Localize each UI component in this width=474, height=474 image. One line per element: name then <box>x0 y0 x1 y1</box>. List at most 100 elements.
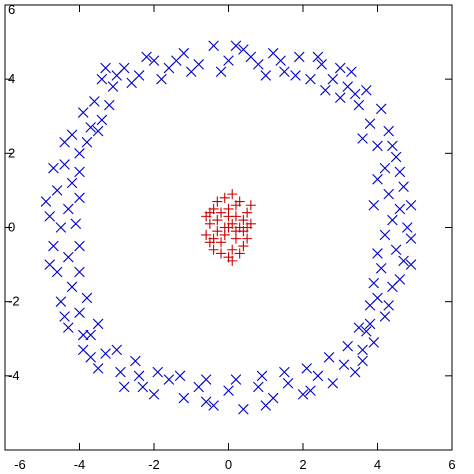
x-marker-point <box>63 251 74 263</box>
plus-marker-point <box>238 215 249 226</box>
x-marker-point <box>260 70 272 81</box>
x-marker-point <box>327 73 339 85</box>
x-marker-point <box>253 381 264 393</box>
x-marker-point <box>383 300 394 311</box>
plus-marker-point <box>216 248 227 259</box>
x-marker-point <box>100 348 111 359</box>
x-marker-point <box>290 70 301 81</box>
x-marker-point <box>118 381 130 393</box>
x-marker-point <box>279 366 290 378</box>
x-marker-point <box>323 352 335 363</box>
x-marker-point <box>387 214 398 226</box>
x-marker-point <box>402 222 413 233</box>
x-marker-point <box>361 326 372 337</box>
plus-marker-point <box>216 237 227 248</box>
x-marker-point <box>100 62 111 74</box>
x-marker-point <box>115 366 126 378</box>
x-marker-point <box>163 374 175 385</box>
y-tick-label: 0 <box>8 220 15 235</box>
x-marker-point <box>368 277 380 289</box>
x-marker-point <box>398 255 409 267</box>
x-marker-point <box>148 389 160 400</box>
x-marker-point <box>92 363 104 374</box>
plus-marker-point <box>223 211 234 222</box>
x-marker-point <box>215 66 227 78</box>
x-marker-point <box>394 203 406 215</box>
x-marker-point <box>238 403 249 415</box>
x-marker-point <box>372 174 383 185</box>
x-marker-point <box>74 166 85 178</box>
x-marker-point <box>85 352 96 363</box>
x-marker-point <box>379 311 391 322</box>
plus-marker-point <box>204 237 215 248</box>
x-marker-point <box>357 344 368 356</box>
x-marker-point <box>70 218 82 230</box>
y-tick-label: 4 <box>8 71 15 86</box>
x-marker-point <box>200 396 212 408</box>
plus-marker-point <box>208 233 219 244</box>
plus-marker-point <box>230 200 241 211</box>
plus-marker-point <box>219 192 230 203</box>
plus-marker-point <box>227 218 238 229</box>
x-tick-label: 0 <box>225 457 232 472</box>
x-marker-point <box>334 92 346 103</box>
x-marker-point <box>74 266 85 278</box>
x-marker-point <box>92 318 104 330</box>
x-marker-point <box>51 185 63 196</box>
x-marker-point <box>405 233 417 244</box>
plus-marker-point <box>201 211 212 222</box>
x-marker-point <box>111 70 123 81</box>
x-marker-point <box>334 62 346 74</box>
x-marker-point <box>383 188 394 200</box>
x-marker-point <box>346 66 357 78</box>
x-marker-point <box>107 81 119 92</box>
x-marker-point <box>368 337 380 348</box>
x-tick-label: 6 <box>448 457 455 472</box>
x-marker-point <box>361 85 372 96</box>
x-marker-point <box>405 259 417 270</box>
x-marker-point <box>171 55 182 66</box>
x-marker-point <box>364 318 376 330</box>
x-marker-point <box>111 344 123 356</box>
x-marker-point <box>185 66 197 78</box>
x-marker-point <box>379 162 391 174</box>
plus-marker-point <box>212 196 223 207</box>
x-marker-point <box>279 66 290 78</box>
x-marker-point <box>260 400 272 411</box>
x-marker-point <box>301 363 313 374</box>
plus-marker-point <box>216 207 227 218</box>
x-marker-point <box>55 296 67 307</box>
x-marker-point <box>375 103 387 115</box>
plus-marker-point <box>234 248 245 259</box>
x-marker-point <box>230 374 242 385</box>
x-marker-point <box>223 385 234 396</box>
x-marker-point <box>320 85 331 96</box>
plus-marker-point <box>223 252 234 263</box>
x-marker-point <box>342 340 353 352</box>
x-marker-point <box>327 377 339 389</box>
plus-marker-point <box>245 200 256 211</box>
x-marker-point <box>387 140 398 152</box>
x-marker-point <box>174 370 186 382</box>
y-tick-label: 2 <box>8 145 15 160</box>
x-marker-point <box>230 40 242 52</box>
y-tick-label: 6 <box>8 2 15 17</box>
plus-marker-point <box>227 244 238 255</box>
x-marker-point <box>223 55 234 66</box>
x-marker-point <box>256 370 268 382</box>
x-marker-point <box>398 181 409 192</box>
x-marker-point <box>383 125 394 137</box>
y-tick-label: -4 <box>8 368 20 383</box>
x-marker-point <box>89 96 100 107</box>
x-marker-point <box>59 159 70 170</box>
plus-marker-point <box>245 218 256 229</box>
plus-marker-point <box>227 255 238 266</box>
x-marker-point <box>130 355 141 367</box>
x-marker-point <box>353 99 365 111</box>
plus-marker-point <box>208 244 219 255</box>
x-marker-point <box>316 59 327 70</box>
x-marker-point <box>40 196 52 207</box>
x-marker-point <box>357 355 368 367</box>
x-marker-point <box>353 322 365 333</box>
